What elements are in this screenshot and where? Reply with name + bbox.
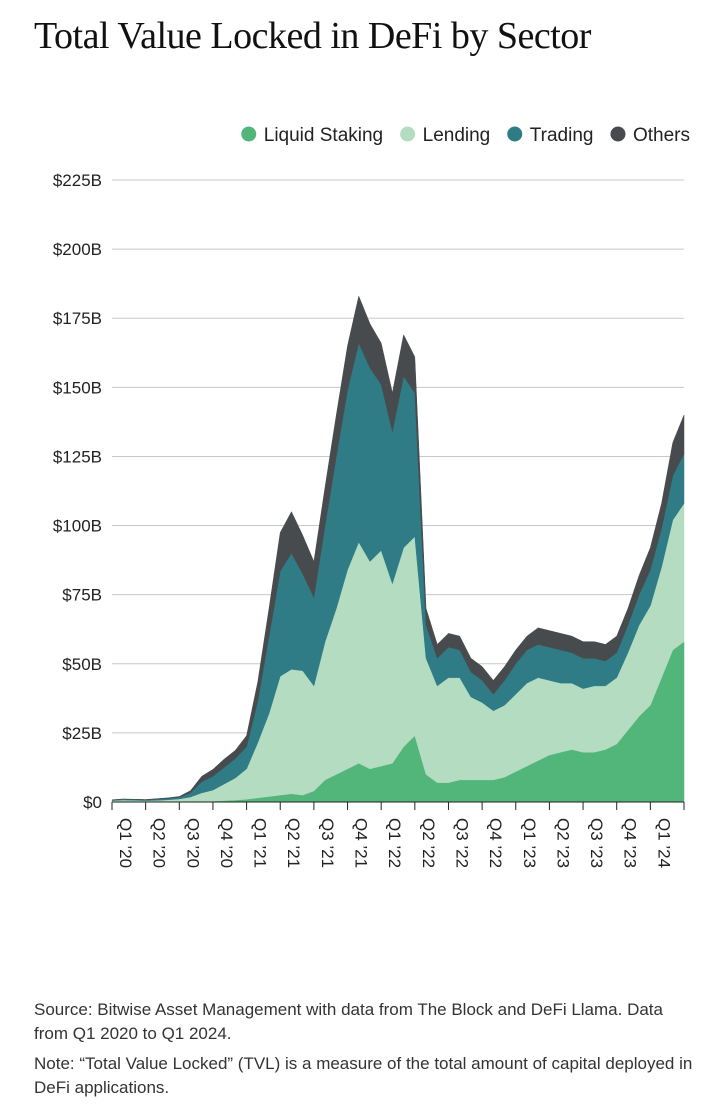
x-tick-label: Q4 ’23	[621, 818, 640, 868]
x-tick-label: Q3 ’22	[452, 818, 471, 868]
y-tick-label: $50B	[62, 655, 102, 674]
y-tick-label: $125B	[53, 447, 102, 466]
x-tick-label: Q3 ’23	[587, 818, 606, 868]
y-tick-label: $100B	[53, 517, 102, 536]
x-tick-label: Q3 ’21	[318, 818, 337, 868]
source-note: Source: Bitwise Asset Management with da…	[34, 1000, 663, 1043]
x-tick-label: Q1 ’20	[116, 818, 135, 868]
x-tick-label: Q2 ’22	[419, 818, 438, 868]
x-tick-label: Q4 ’21	[352, 818, 371, 868]
y-tick-label: $75B	[62, 586, 102, 605]
legend-swatch	[507, 126, 523, 142]
legend-swatch	[610, 126, 626, 142]
x-tick-label: Q1 ’23	[520, 818, 539, 868]
y-tick-label: $150B	[53, 378, 102, 397]
legend-label: Trading	[530, 125, 594, 146]
y-tick-label: $175B	[53, 309, 102, 328]
legend-label: Liquid Staking	[264, 125, 383, 146]
x-tick-label: Q1 ’21	[251, 818, 270, 868]
x-tick-label: Q4 ’20	[217, 818, 236, 868]
legend-swatch	[400, 126, 416, 142]
y-tick-label: $225B	[53, 171, 102, 190]
x-tick-label: Q2 ’21	[284, 818, 303, 868]
stacked-area-chart: Others Trading Lending Liquid Staking $0 $25…	[53, 125, 690, 868]
legend-label: Others	[633, 125, 690, 146]
x-tick-label: Q2 ’23	[553, 818, 572, 868]
y-tick-label: $0	[83, 793, 102, 812]
x-tick-label: Q1 ’22	[385, 818, 404, 868]
legend: Others Trading Lending Liquid Staking	[241, 125, 690, 146]
x-tick-label: Q2 ’20	[150, 818, 169, 868]
y-tick-label: $25B	[62, 724, 102, 743]
y-tick-label: $200B	[53, 240, 102, 259]
area-others	[111, 295, 685, 801]
definition-note: Note: “Total Value Locked” (TVL) is a me…	[34, 1054, 693, 1097]
y-axis: $0 $25B $50B $75B $100B $125B $150B $175B $200B $…	[53, 171, 102, 812]
x-tick-label: Q3 ’20	[183, 818, 202, 868]
legend-label: Lending	[423, 125, 491, 146]
x-tick-label: Q4 ’22	[486, 818, 505, 868]
legend-swatch	[241, 126, 257, 142]
page-title: Total Value Locked in DeFi by Sector	[34, 15, 591, 57]
series-areas	[111, 295, 685, 803]
x-axis: Q1 ’20 Q2 ’20 Q3 ’20 Q4 ’20 Q1 ’21 Q2 ’21 Q3 ’…	[111, 801, 685, 868]
x-tick-label: Q1 ’24	[654, 818, 673, 868]
